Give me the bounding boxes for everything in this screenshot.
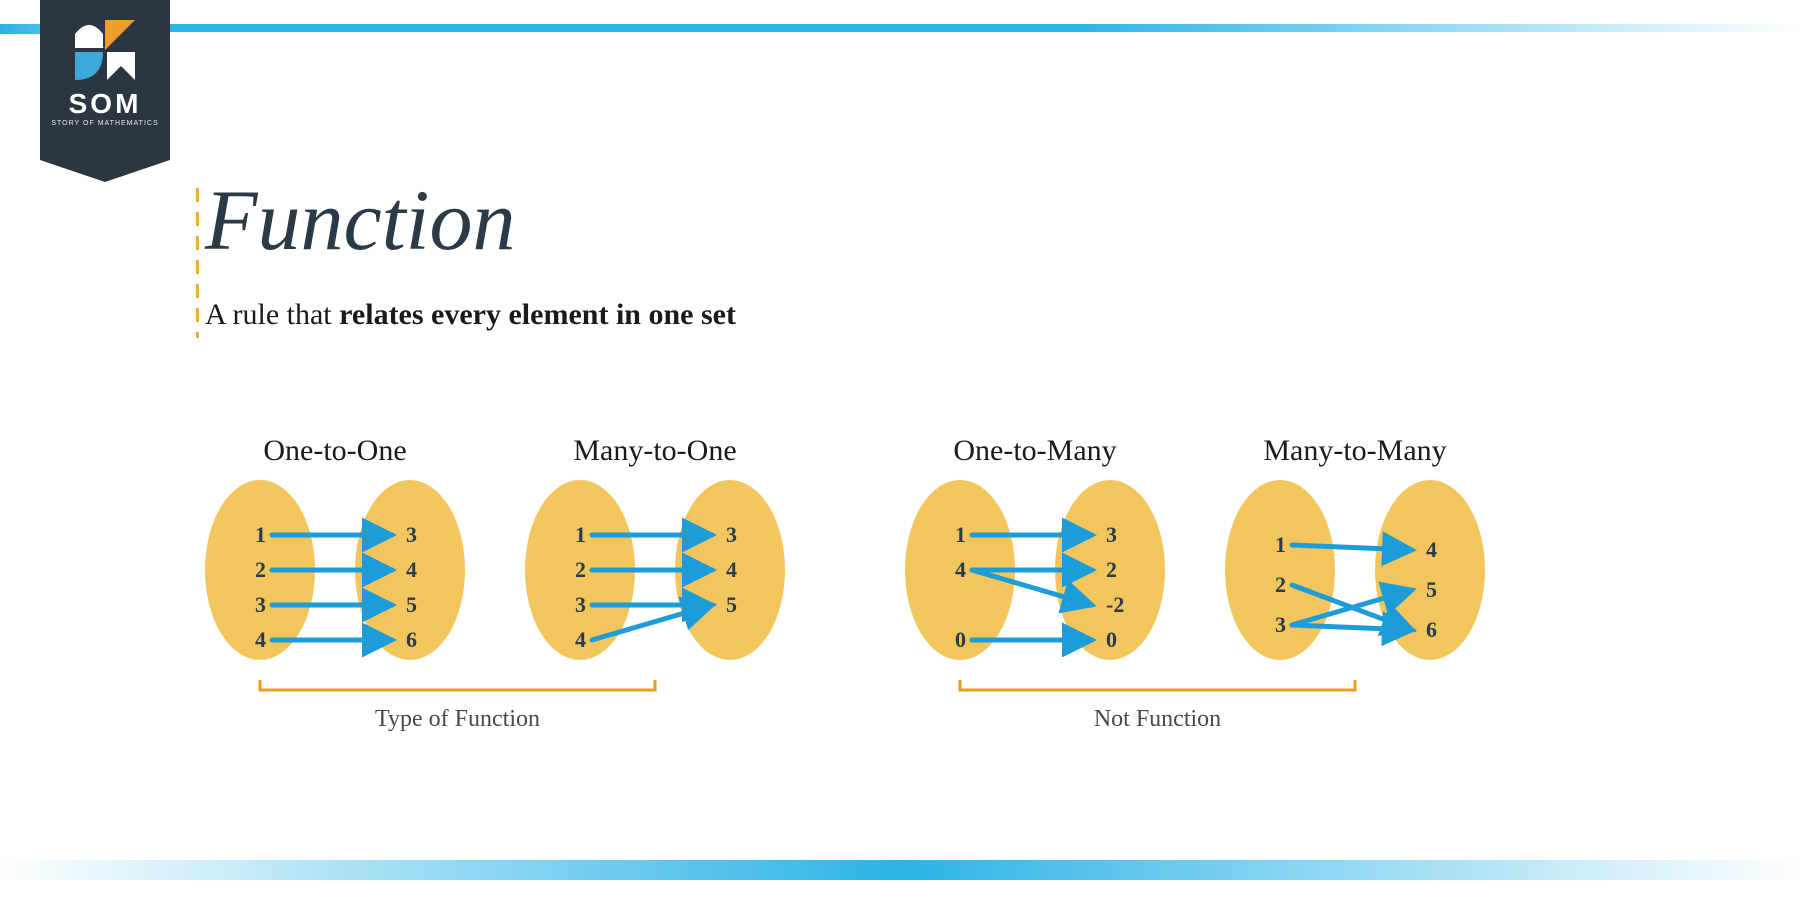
diagram-title: Many-to-One (573, 440, 736, 467)
subtitle-lead: A rule that (205, 298, 339, 331)
domain-value: 4 (255, 627, 266, 652)
brand-logo-icon (75, 20, 135, 80)
domain-value: 4 (575, 627, 586, 652)
page-title: Function (205, 170, 736, 270)
domain-value: 1 (575, 522, 586, 547)
diagram-one-to-many: One-to-Many 1 4 0 3 2 -2 0 (905, 440, 1165, 660)
domain-value: 2 (575, 557, 586, 582)
codomain-value: 2 (1106, 557, 1117, 582)
diagrams-svg: One-to-One12343456Many-to-One1234345One-… (200, 440, 1760, 860)
page-subtitle: A rule that relates every element in one… (205, 298, 736, 332)
group-caption: Not Function (1094, 706, 1221, 732)
top-bar-right (170, 24, 1800, 32)
diagram-title: One-to-Many (953, 440, 1116, 467)
domain-value: 2 (1275, 572, 1286, 597)
codomain-value: 5 (726, 592, 737, 617)
group-caption: Type of Function (375, 706, 540, 732)
diagram-title: Many-to-Many (1263, 440, 1446, 467)
codomain-value: -2 (1106, 592, 1124, 617)
brand-name: SOM (40, 88, 170, 120)
codomain-value: 0 (1106, 627, 1117, 652)
domain-value: 3 (1275, 612, 1286, 637)
domain-value: 1 (255, 522, 266, 547)
brand-badge: SOM STORY OF MATHEMATICS (40, 0, 170, 160)
domain-value: 3 (575, 592, 586, 617)
title-block: Function A rule that relates every eleme… (205, 170, 736, 332)
diagram-many-to-many: Many-to-Many 1 2 3 4 5 6 (1225, 440, 1485, 660)
subtitle-bold: relates every element in one set (339, 298, 736, 331)
diagram-many-to-one: Many-to-One 1 2 3 4 3 4 5 (525, 440, 785, 660)
codomain-value: 6 (406, 627, 417, 652)
diagram-one-to-one: One-to-One 1 2 3 4 3 4 5 6 (205, 440, 465, 660)
codomain-value: 3 (726, 522, 737, 547)
codomain-value: 6 (1426, 617, 1437, 642)
group-bracket (960, 680, 1355, 690)
domain-value: 0 (955, 627, 966, 652)
domain-value: 3 (255, 592, 266, 617)
codomain-value: 5 (1426, 577, 1437, 602)
diagrams-container: One-to-One12343456Many-to-One1234345One-… (200, 440, 1740, 780)
domain-value: 1 (1275, 532, 1286, 557)
codomain-value: 4 (726, 557, 737, 582)
codomain-value: 5 (406, 592, 417, 617)
bottom-bar (0, 860, 1800, 880)
diagram-title: One-to-One (263, 440, 406, 467)
domain-value: 2 (255, 557, 266, 582)
codomain-value: 4 (406, 557, 417, 582)
domain-value: 1 (955, 522, 966, 547)
codomain-value: 3 (1106, 522, 1117, 547)
brand-tagline: STORY OF MATHEMATICS (40, 120, 170, 127)
domain-value: 4 (955, 557, 966, 582)
group-bracket (260, 680, 655, 690)
title-accent-bar (196, 188, 199, 338)
codomain-value: 4 (1426, 537, 1437, 562)
codomain-value: 3 (406, 522, 417, 547)
